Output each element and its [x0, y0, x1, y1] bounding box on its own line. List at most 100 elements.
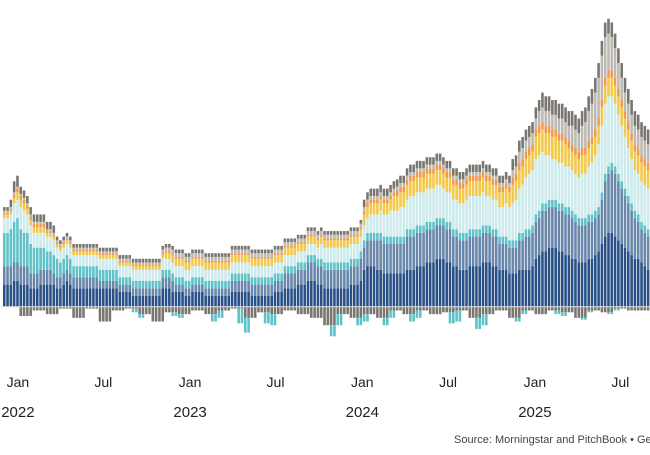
bar-segment — [263, 312, 267, 324]
bar-segment — [247, 317, 250, 333]
bar-segment — [491, 199, 495, 230]
bar-segment — [32, 232, 36, 248]
bar-segment — [442, 225, 445, 259]
bar-segment — [438, 306, 442, 315]
bar-segment — [95, 288, 98, 307]
bar-segment — [584, 148, 587, 156]
bar-segment — [201, 284, 204, 292]
bar-segment — [514, 155, 518, 167]
bar-segment — [339, 231, 343, 235]
bar-segment — [310, 255, 313, 263]
bar-segment — [560, 312, 564, 316]
bar-segment — [300, 284, 303, 307]
bar-segment — [16, 175, 19, 187]
bar-segment — [121, 266, 125, 278]
bar-segment — [323, 262, 326, 270]
bar-segment — [524, 306, 528, 311]
bar-segment — [326, 262, 330, 270]
bar-segment — [240, 292, 244, 307]
bar-segment — [42, 232, 46, 248]
bar-segment — [277, 249, 280, 254]
bar-segment — [544, 125, 548, 134]
bar-segment — [267, 253, 270, 257]
bar-segment — [144, 269, 148, 281]
bar-segment — [564, 306, 567, 313]
bar-segment — [574, 155, 577, 174]
bar-segment — [220, 262, 224, 270]
bar-segment — [280, 255, 283, 263]
bar-segment — [419, 225, 422, 233]
bar-segment — [240, 262, 244, 274]
bar-segment — [541, 203, 544, 211]
bar-segment — [518, 232, 521, 241]
bar-segment — [171, 262, 174, 274]
bar-segment — [240, 245, 244, 250]
bar-segment — [475, 196, 478, 230]
bar-segment — [382, 244, 386, 274]
bar-segment — [171, 255, 174, 263]
bar-segment — [250, 256, 254, 259]
bar-segment — [72, 247, 75, 250]
bar-segment — [260, 266, 264, 278]
bar-segment — [300, 306, 303, 315]
bar-segment — [442, 164, 445, 169]
bar-segment — [389, 199, 392, 211]
bar-segment — [329, 306, 333, 326]
bar-segment — [306, 255, 310, 263]
bar-segment — [570, 306, 574, 313]
bar-segment — [131, 264, 135, 267]
bar-segment — [59, 306, 62, 309]
bar-segment — [49, 236, 52, 252]
bar-segment — [184, 269, 188, 281]
bar-segment — [204, 262, 207, 270]
bar-segment — [45, 221, 49, 230]
bar-segment — [283, 273, 287, 289]
bar-segment — [610, 70, 614, 78]
bar-segment — [376, 199, 379, 204]
bar-segment — [349, 306, 353, 318]
bar-segment — [587, 96, 590, 112]
bar-segment — [349, 258, 353, 267]
bar-segment — [42, 284, 46, 307]
bar-segment — [105, 258, 108, 270]
source-note: Source: Morningstar and PitchBook • Geo — [454, 434, 650, 446]
bar-segment — [98, 288, 102, 307]
bar-segment — [92, 247, 95, 250]
bar-segment — [594, 255, 597, 307]
bar-segment — [52, 255, 56, 274]
bar-segment — [531, 170, 534, 226]
bar-segment — [395, 236, 399, 244]
bar-segment — [250, 258, 254, 267]
bar-segment — [62, 258, 65, 274]
bar-segment — [118, 255, 122, 259]
bar-segment — [144, 258, 148, 263]
bar-segment — [32, 223, 36, 228]
bar-segment — [617, 48, 620, 64]
bar-segment — [286, 273, 290, 289]
bar-segment — [35, 288, 39, 307]
bar-segment — [392, 192, 396, 196]
bar-segment — [485, 262, 488, 307]
bar-segment — [184, 306, 188, 315]
bar-segment — [6, 207, 9, 211]
bar-segment — [640, 181, 643, 222]
bar-segment — [12, 262, 16, 281]
bar-segment — [210, 295, 214, 307]
bar-segment — [16, 188, 19, 193]
bar-segment — [432, 262, 435, 307]
bar-segment — [504, 188, 508, 204]
bar-segment — [343, 288, 346, 307]
bar-segment — [19, 196, 23, 200]
bar-segment — [171, 249, 174, 254]
bar-segment — [597, 144, 600, 208]
bar-segment — [438, 225, 442, 259]
bar-segment — [128, 277, 132, 285]
bar-segment — [286, 306, 290, 311]
bar-segment — [508, 186, 511, 193]
bar-segment — [6, 284, 9, 307]
bar-segment — [636, 155, 640, 174]
bar-segment — [65, 244, 69, 256]
bar-segment — [560, 203, 564, 211]
bar-segment — [191, 306, 194, 311]
bar-segment — [39, 247, 42, 270]
